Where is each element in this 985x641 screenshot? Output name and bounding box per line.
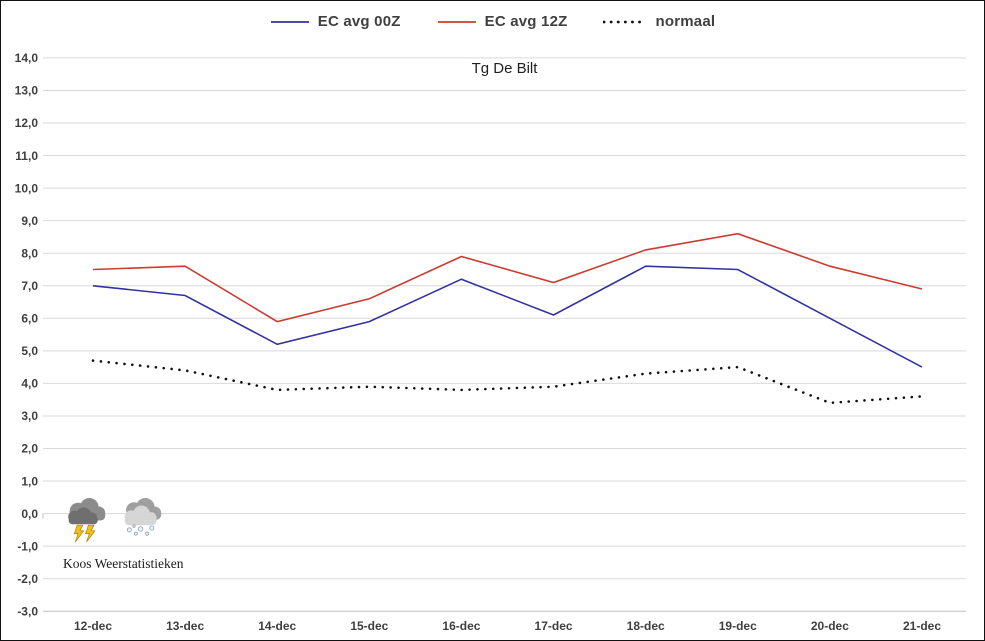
legend-label-normaal: normaal	[655, 13, 716, 30]
y-axis-label: 10,0	[15, 181, 39, 195]
y-axis-label: 5,0	[21, 344, 38, 358]
series-line-ec-avg-12z	[92, 232, 923, 323]
y-axis-label: 0,0	[21, 507, 38, 521]
x-axis-label: 14-dec	[258, 619, 296, 633]
y-axis-label: 8,0	[21, 246, 38, 260]
x-axis-label: 13-dec	[166, 619, 204, 633]
x-axis-label: 20-dec	[811, 619, 849, 633]
branding-text: Koos Weerstatistieken	[63, 556, 184, 571]
x-axis-label: 21-dec	[903, 619, 941, 633]
snow-cloud-icon	[124, 498, 162, 536]
y-axis-label: -3,0	[17, 604, 38, 618]
y-axis-label: -2,0	[17, 572, 38, 586]
legend-label-ec-avg-00z: EC avg 00Z	[317, 13, 401, 30]
legend-item-ec-avg-12z: EC avg 12Z	[437, 13, 568, 30]
x-axis-label: 18-dec	[627, 619, 665, 633]
y-axis-label: 12,0	[15, 116, 39, 130]
y-axis-label: -1,0	[17, 539, 38, 553]
legend-line-red	[437, 20, 476, 23]
y-axis-label: 11,0	[15, 149, 38, 163]
thunderstorm-icon	[68, 498, 106, 543]
y-axis-label: 2,0	[21, 442, 38, 456]
x-axis-label: 12-dec	[74, 619, 112, 633]
legend-item-normaal: normaal	[603, 13, 715, 30]
y-axis-label: 9,0	[21, 214, 38, 228]
y-axis-label: 1,0	[21, 474, 38, 488]
x-axis-label: 17-dec	[535, 619, 573, 633]
x-axis-label: 16-dec	[442, 619, 480, 633]
y-axis-label: 13,0	[15, 84, 39, 98]
y-axis-label: 14,0	[15, 51, 39, 65]
y-axis-label: 7,0	[21, 279, 38, 293]
legend-line-dotted	[603, 20, 648, 23]
legend-line-blue	[270, 20, 309, 23]
legend-item-ec-avg-00z: EC avg 00Z	[270, 13, 401, 30]
y-axis-label: 4,0	[21, 377, 38, 391]
branding: Koos Weerstatistieken	[63, 498, 223, 572]
branding-icons	[63, 498, 223, 543]
series-line-normaal	[91, 359, 924, 405]
legend-label-ec-avg-12z: EC avg 12Z	[484, 13, 568, 30]
chart-title: Tg De Bilt	[471, 60, 538, 77]
x-axis-label: 15-dec	[350, 619, 388, 633]
y-axis-label: 3,0	[21, 409, 38, 423]
chart-legend: EC avg 00Z EC avg 12Z normaal	[1, 13, 984, 30]
y-axis-label: 6,0	[21, 312, 38, 326]
x-axis-label: 19-dec	[719, 619, 757, 633]
series-line-ec-avg-00z	[92, 265, 923, 368]
